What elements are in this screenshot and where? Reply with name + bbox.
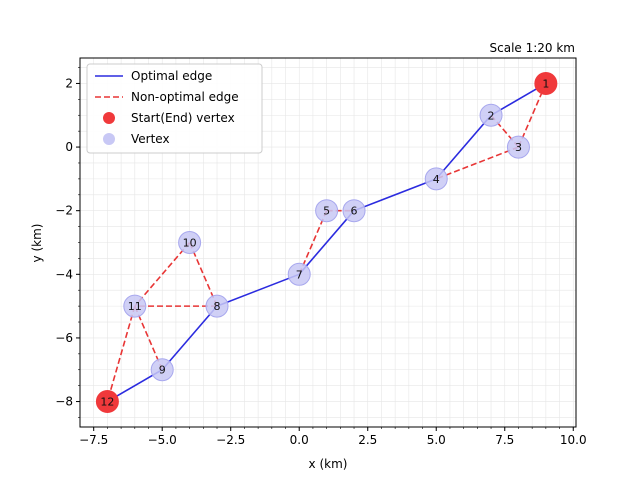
non-optimal-edge	[106, 305, 136, 402]
x-tick-label: 7.5	[495, 433, 514, 447]
legend-box	[86, 63, 263, 154]
x-tick-label: −2.5	[216, 433, 245, 447]
vertex-marker	[123, 294, 147, 318]
scale-annotation: Scale 1:20 km	[490, 41, 576, 55]
vertex-label: 4	[433, 173, 440, 186]
x-tick-label: 2.5	[358, 433, 377, 447]
non-optimal-edge	[188, 242, 218, 307]
vertex-label: 3	[515, 141, 522, 154]
y-tick-label: 0	[65, 140, 73, 154]
x-tick-label: −7.5	[79, 433, 108, 447]
non-optimal-edge	[134, 305, 163, 371]
x-axis-label: x (km)	[309, 457, 348, 471]
non-optimal-edge	[134, 241, 191, 307]
legend-marker-swatch	[103, 133, 115, 145]
non-optimal-edge	[517, 83, 547, 148]
y-tick-label: −4	[55, 267, 73, 281]
vertex-label: 12	[100, 396, 114, 409]
vertex-label: 11	[128, 300, 142, 313]
optimal-edge	[216, 273, 300, 307]
vertex-label: 2	[488, 109, 495, 122]
vertex-label: 9	[159, 364, 166, 377]
vertex-marker	[178, 231, 202, 254]
legend-marker-swatch	[103, 112, 115, 124]
y-axis-label: y (km)	[30, 224, 44, 263]
y-tick-label: −2	[55, 204, 73, 218]
non-optimal-edge	[298, 210, 328, 275]
vertex-label: 1	[542, 77, 549, 90]
vertex-label: 7	[296, 268, 303, 281]
y-tick-label: −6	[55, 331, 73, 345]
optimal-edge	[353, 178, 437, 212]
x-tick-label: 0.0	[290, 433, 309, 447]
optimal-edge	[435, 114, 492, 180]
vertex-marker	[479, 103, 503, 127]
x-tick-label: −5.0	[148, 433, 177, 447]
start-end-vertex-marker	[95, 390, 119, 414]
optimal-edge	[161, 305, 218, 371]
non-optimal-edge	[490, 114, 520, 148]
optimal-edge	[298, 210, 355, 275]
vertex-label: 8	[214, 300, 221, 313]
vertex-label: 10	[183, 237, 197, 250]
legend: Optimal edge Non-optimal edge Start(End) v…	[86, 63, 263, 154]
vertex-marker	[205, 294, 229, 318]
legend-entry-label: Vertex	[131, 132, 170, 146]
legend-entry-label: Start(End) vertex	[131, 111, 235, 125]
vertex-marker	[315, 199, 339, 223]
vertex-marker	[150, 358, 174, 382]
legend-entry-label: Non-optimal edge	[131, 90, 239, 104]
y-tick-label: 2	[65, 76, 73, 90]
x-tick-label: 10.0	[560, 433, 587, 447]
vertex-marker	[506, 135, 530, 159]
vertex-marker	[342, 199, 366, 223]
y-tick-label: −8	[55, 395, 73, 409]
start-end-vertex-marker	[534, 71, 558, 95]
vertex-label: 5	[323, 205, 330, 218]
vertex-marker	[287, 262, 311, 286]
vertex-marker	[424, 167, 448, 191]
legend-entry-label: Optimal edge	[131, 69, 212, 83]
non-optimal-edge	[435, 146, 519, 180]
x-tick-label: 5.0	[427, 433, 446, 447]
vertex-label: 6	[351, 205, 358, 218]
